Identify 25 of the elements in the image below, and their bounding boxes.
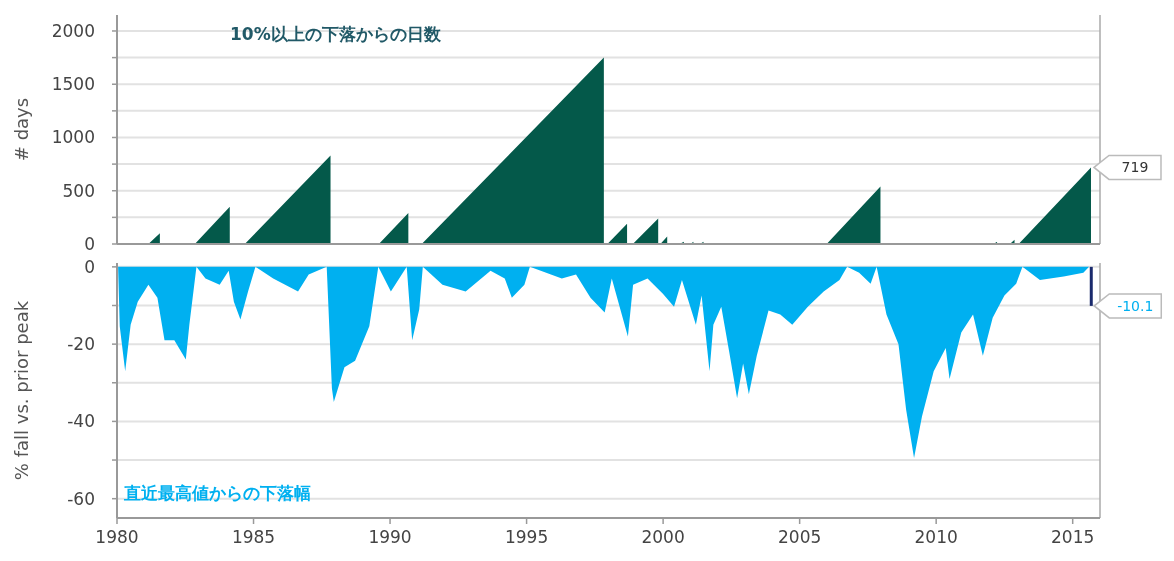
y-tick-label: -20 bbox=[67, 334, 95, 355]
annotation: -10.1 bbox=[1117, 297, 1154, 314]
callout: -10.1 bbox=[1093, 293, 1162, 319]
x-tick-label: 1990 bbox=[368, 527, 412, 547]
y-axis-title: # days bbox=[11, 97, 32, 162]
y-tick-label: 1500 bbox=[51, 74, 95, 95]
x-tick-label: 1985 bbox=[231, 527, 276, 547]
y-tick-label: 0 bbox=[84, 234, 95, 254]
x-tick-label: 2010 bbox=[914, 527, 958, 547]
x-tick-label: 2015 bbox=[1051, 527, 1095, 547]
x-tick-label: 1980 bbox=[95, 527, 139, 547]
text: 10%以上の下落からの日数 bbox=[230, 24, 442, 44]
x-tick-label: 2000 bbox=[641, 527, 685, 547]
y-tick-label: -40 bbox=[67, 411, 95, 432]
y-tick-label: 0 bbox=[84, 256, 95, 277]
text: 直近最高値からの下落幅 bbox=[123, 483, 311, 503]
x-tick-label: 2005 bbox=[778, 527, 822, 547]
y-tick-label: 500 bbox=[62, 180, 95, 201]
annotation: 719 bbox=[1121, 159, 1149, 176]
x-tick-label: 1995 bbox=[504, 527, 549, 547]
y-tick-label: 2000 bbox=[51, 20, 95, 41]
callout: 719 bbox=[1092, 154, 1162, 181]
y-tick-label: 1000 bbox=[51, 127, 95, 148]
y-axis-title: % fall vs. prior peak bbox=[11, 300, 32, 481]
y-tick-label: -60 bbox=[67, 488, 95, 509]
